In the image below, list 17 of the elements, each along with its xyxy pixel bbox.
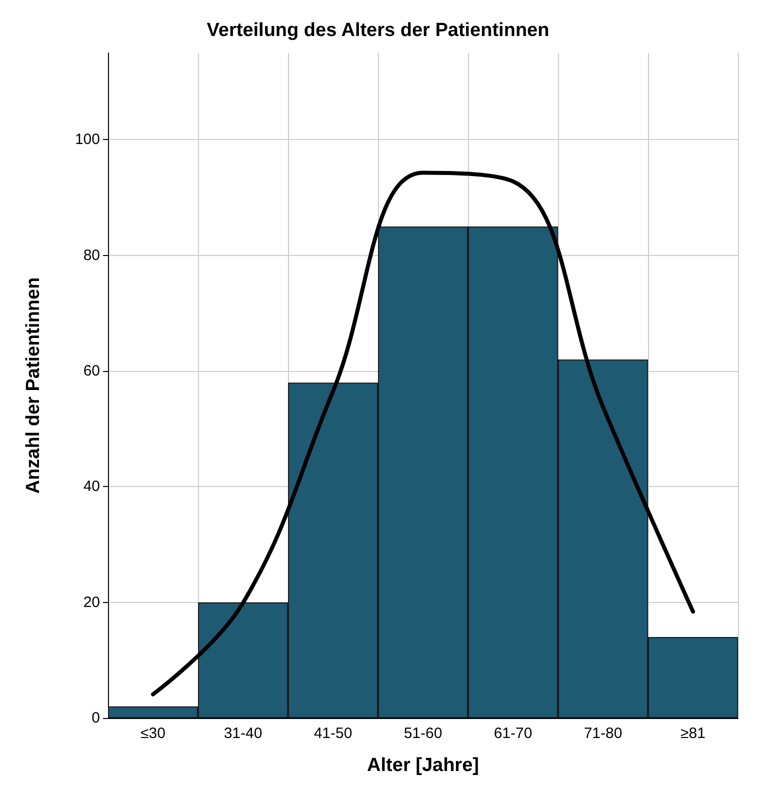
x-axis-title: Alter [Jahre] — [367, 755, 479, 776]
y-tick-label: 80 — [83, 246, 100, 264]
x-tick-label: 41-50 — [314, 725, 352, 742]
x-tick-label: 71-80 — [584, 725, 622, 742]
chart-title: Verteilung des Alters der Patientinnen — [206, 20, 550, 41]
y-tick-label: 60 — [83, 362, 100, 380]
line-series — [151, 170, 695, 696]
y-tick-label: 40 — [83, 478, 100, 496]
y-tick-label: 0 — [92, 710, 100, 726]
y-tick-label: 20 — [83, 594, 100, 611]
x-tick-label: 31-40 — [224, 725, 262, 742]
x-tick-label: 61-70 — [494, 725, 532, 742]
y-tick-label: 100 — [74, 131, 100, 148]
x-tick-label: ≥81 — [680, 725, 706, 742]
y-axis-title: Anzahl der Patientinnen — [23, 277, 44, 494]
x-tick-label: ≤30 — [140, 725, 166, 742]
x-tick-label: 51-60 — [404, 725, 442, 742]
